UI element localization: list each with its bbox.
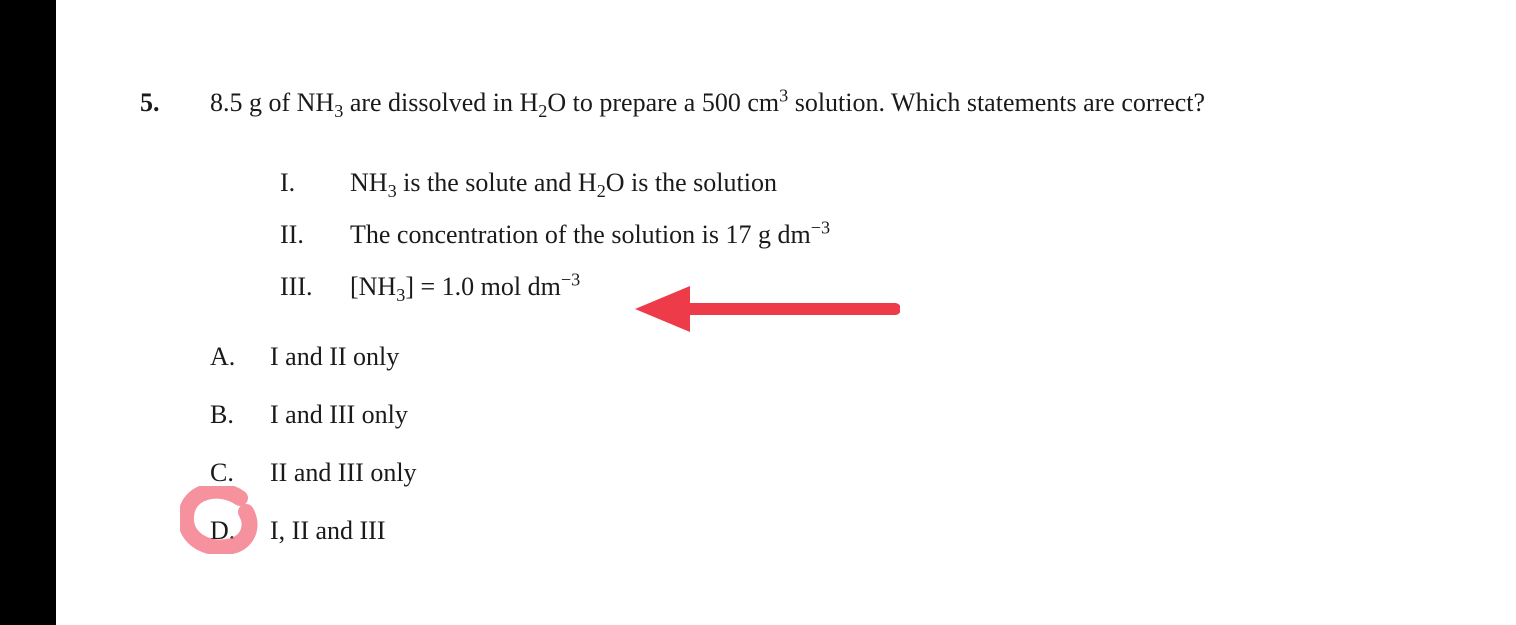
qtext-sup1: 3 <box>779 85 788 105</box>
s1-p3: O is the solution <box>606 168 777 197</box>
choice-c-label: C. <box>210 458 270 488</box>
s1-p1: NH <box>350 168 388 197</box>
choices-list: A. I and II only B. I and III only C. II… <box>210 342 1500 546</box>
s2-p1: The concentration of the solution is 17 … <box>350 220 811 249</box>
s3-p2: ] = 1.0 mol dm <box>405 272 561 301</box>
choice-b-label: B. <box>210 400 270 430</box>
choice-b[interactable]: B. I and III only <box>210 400 1500 430</box>
statement-2-label: II. <box>280 220 350 250</box>
statement-1: I. NH3 is the solute and H2O is the solu… <box>280 168 1500 198</box>
qtext-p2: are dissolved in H <box>343 88 538 117</box>
question-block: 5. 8.5 g of NH3 are dissolved in H2O to … <box>140 88 1500 574</box>
statement-3: III. [NH3] = 1.0 mol dm−3 <box>280 272 1500 302</box>
s3-p1: [NH <box>350 272 396 301</box>
s1-sub2: 2 <box>597 181 606 201</box>
choice-d-text: I, II and III <box>270 516 386 546</box>
s1-p2: is the solute and H <box>397 168 597 197</box>
statement-1-label: I. <box>280 168 350 198</box>
statement-3-label: III. <box>280 272 350 302</box>
qtext-p4: solution. Which statements are correct? <box>788 88 1205 117</box>
choice-b-text: I and III only <box>270 400 408 430</box>
choice-a-text: I and II only <box>270 342 399 372</box>
left-black-bar <box>0 0 56 625</box>
question-row: 5. 8.5 g of NH3 are dissolved in H2O to … <box>140 88 1500 118</box>
choice-c-text: II and III only <box>270 458 417 488</box>
s3-sup: −3 <box>561 269 580 289</box>
qtext-p3: O to prepare a 500 cm <box>547 88 779 117</box>
statement-2: II. The concentration of the solution is… <box>280 220 1500 250</box>
statement-2-text: The concentration of the solution is 17 … <box>350 220 830 250</box>
qtext-sub2: 2 <box>538 101 547 121</box>
s3-sub1: 3 <box>396 285 405 305</box>
question-number: 5. <box>140 88 210 118</box>
statements-list: I. NH3 is the solute and H2O is the solu… <box>280 168 1500 302</box>
s2-sup: −3 <box>811 217 830 237</box>
qtext-p1: 8.5 g of NH <box>210 88 334 117</box>
choice-d[interactable]: D. I, II and III <box>210 516 1500 546</box>
choice-c[interactable]: C. II and III only <box>210 458 1500 488</box>
s1-sub1: 3 <box>388 181 397 201</box>
qtext-sub1: 3 <box>334 101 343 121</box>
choice-a[interactable]: A. I and II only <box>210 342 1500 372</box>
statement-3-text: [NH3] = 1.0 mol dm−3 <box>350 272 580 302</box>
question-text: 8.5 g of NH3 are dissolved in H2O to pre… <box>210 88 1500 118</box>
statement-1-text: NH3 is the solute and H2O is the solutio… <box>350 168 777 198</box>
choice-a-label: A. <box>210 342 270 372</box>
choice-d-label: D. <box>210 516 270 546</box>
